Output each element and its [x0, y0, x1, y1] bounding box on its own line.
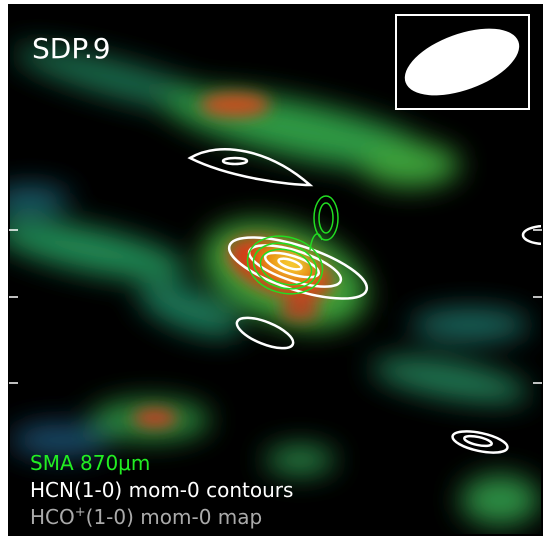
panel-title: SDP.9 — [32, 32, 111, 65]
legend-hcn: HCN(1-0) mom-0 contours — [30, 478, 293, 502]
legend-hco: HCO+(1-0) mom-0 map — [30, 505, 262, 529]
beam — [404, 28, 520, 96]
sma-contours — [246, 195, 339, 295]
legend-hco-base: HCO — [30, 505, 75, 529]
frame — [8, 4, 543, 536]
emission-map — [9, 46, 542, 525]
legend-hco-rest: (1-0) mom-0 map — [86, 505, 263, 529]
legend-sma: SMA 870μm — [30, 451, 150, 475]
legend-hco-sup: + — [75, 505, 86, 520]
ticks — [9, 229, 542, 384]
